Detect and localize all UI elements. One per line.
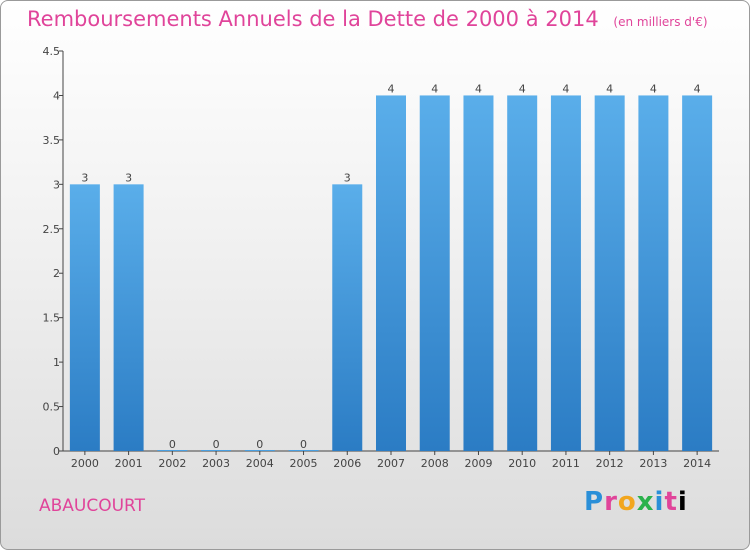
bar <box>463 95 494 451</box>
logo-letter: x <box>636 487 655 517</box>
logo-letter: P <box>584 487 605 517</box>
bar <box>682 95 713 451</box>
bar <box>113 184 144 452</box>
chart-title-text: Remboursements Annuels de la Dette de 20… <box>27 7 599 31</box>
y-tick-label: 3.5 <box>43 134 61 147</box>
data-label: 4 <box>475 82 482 95</box>
y-tick-label: 1.5 <box>43 312 61 325</box>
x-tick-label: 2010 <box>508 457 536 470</box>
y-tick-label: 4 <box>53 89 60 102</box>
y-tick-label: 1 <box>53 356 60 369</box>
data-label: 3 <box>81 171 88 184</box>
bar <box>638 95 669 451</box>
x-tick-label: 2004 <box>246 457 274 470</box>
x-tick-label: 2003 <box>202 457 230 470</box>
data-label: 4 <box>431 82 438 95</box>
y-tick-label: 2.5 <box>43 223 61 236</box>
bar <box>69 184 100 452</box>
data-label: 3 <box>125 171 132 184</box>
y-tick-label: 4.5 <box>43 45 61 58</box>
y-tick-label: 0 <box>53 445 60 458</box>
x-tick-label: 2002 <box>158 457 186 470</box>
x-tick-label: 2008 <box>421 457 449 470</box>
y-tick-label: 2 <box>53 267 60 280</box>
y-tick-label: 3 <box>53 178 60 191</box>
y-tick-label: 0.5 <box>43 401 61 414</box>
data-label: 4 <box>650 82 657 95</box>
x-tick-label: 2009 <box>464 457 492 470</box>
logo-letter: t <box>664 487 678 517</box>
place-name: ABAUCOURT <box>39 496 146 516</box>
bar <box>594 95 625 451</box>
data-label: 0 <box>256 438 263 451</box>
bar <box>550 95 581 451</box>
proxiti-logo: Proxiti <box>584 487 688 517</box>
data-label: 4 <box>562 82 569 95</box>
x-tick-label: 2013 <box>639 457 667 470</box>
data-label: 4 <box>694 82 701 95</box>
logo-letter: o <box>617 487 637 517</box>
data-label: 4 <box>388 82 395 95</box>
x-tick-label: 2006 <box>333 457 361 470</box>
x-tick-label: 2005 <box>290 457 318 470</box>
bar <box>507 95 538 451</box>
data-label: 0 <box>300 438 307 451</box>
x-tick-label: 2000 <box>71 457 99 470</box>
x-tick-label: 2001 <box>115 457 143 470</box>
bar <box>419 95 450 451</box>
x-tick-label: 2007 <box>377 457 405 470</box>
data-label: 0 <box>213 438 220 451</box>
x-tick-label: 2011 <box>552 457 580 470</box>
logo-letter: i <box>677 487 688 517</box>
chart-title: Remboursements Annuels de la Dette de 20… <box>27 7 708 31</box>
bar <box>376 95 406 451</box>
logo-letter: r <box>604 487 618 517</box>
chart-unit-note: (en milliers d'€) <box>613 15 708 29</box>
data-label: 0 <box>169 438 176 451</box>
data-label: 4 <box>519 82 526 95</box>
data-label: 4 <box>606 82 613 95</box>
data-label: 3 <box>344 171 351 184</box>
logo-letter: i <box>654 487 665 517</box>
x-tick-label: 2014 <box>683 457 711 470</box>
bar <box>332 184 363 452</box>
x-tick-label: 2012 <box>596 457 624 470</box>
